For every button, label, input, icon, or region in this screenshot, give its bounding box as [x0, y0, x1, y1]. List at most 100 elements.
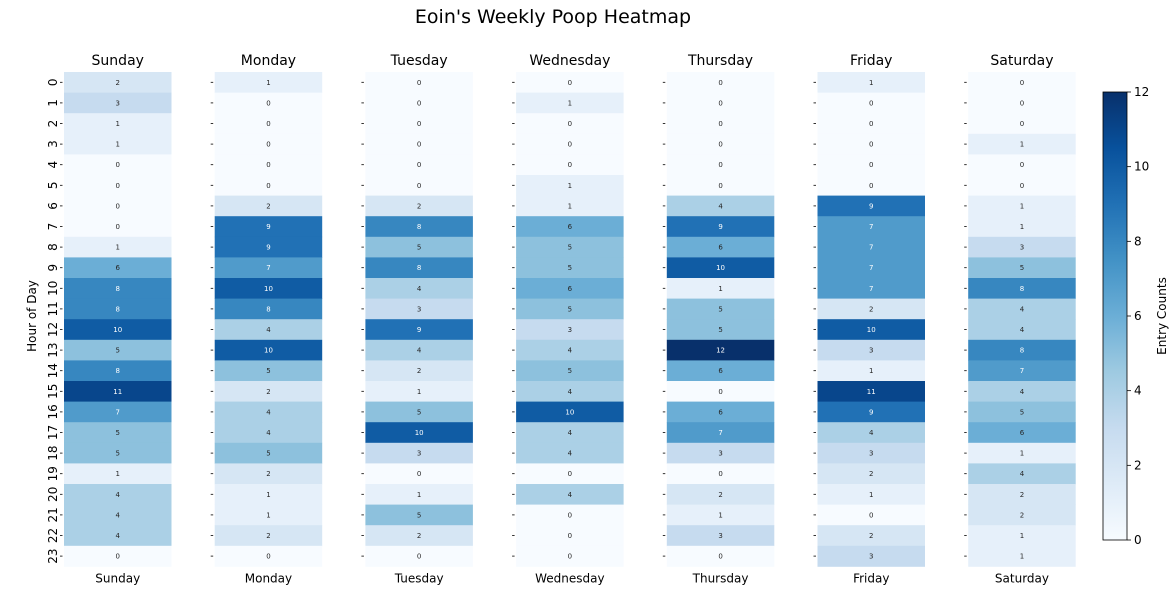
heatmap-cell: [516, 442, 624, 464]
heatmap-cell: [516, 463, 624, 485]
cell-value-label: 9: [266, 223, 270, 231]
heatmap-cell: [214, 92, 323, 114]
heatmap-cell: [365, 360, 473, 382]
heatmap-cell: [666, 216, 775, 238]
heatmap-cell: [365, 422, 473, 444]
heatmap-cell: [666, 154, 775, 176]
cell-value-label: 1: [417, 491, 421, 499]
cell-value-label: 10: [867, 326, 876, 334]
hour-tick-label: 12: [46, 322, 60, 337]
cell-value-label: 8: [116, 305, 120, 313]
heatmap-cell: [817, 175, 925, 196]
heatmap-cell: [817, 195, 925, 217]
heatmap-cell: [968, 442, 1076, 464]
day-title: Monday: [241, 53, 296, 69]
cell-value-label: 1: [266, 491, 270, 499]
heatmap-cell: [64, 133, 172, 155]
heatmap-cell: [365, 236, 473, 258]
heatmap-cell: [817, 278, 925, 299]
cell-value-label: 0: [718, 141, 722, 149]
cell-value-label: 3: [568, 326, 572, 334]
heatmap-cell: [365, 72, 473, 93]
heatmap-cell: [666, 278, 775, 299]
cell-value-label: 4: [1020, 326, 1025, 334]
cell-value-label: 4: [266, 326, 271, 334]
heatmap-cell: [516, 484, 624, 505]
cell-value-label: 0: [266, 120, 270, 128]
heatmap-cell: [817, 113, 925, 135]
cell-value-label: 0: [568, 161, 572, 169]
cell-value-label: 0: [1020, 120, 1024, 128]
cell-value-label: 10: [264, 347, 273, 355]
cell-value-label: 4: [116, 511, 121, 519]
cell-value-label: 5: [116, 429, 120, 437]
cell-value-label: 5: [1020, 408, 1024, 416]
heatmap-cell: [365, 257, 473, 279]
cell-value-label: 0: [116, 202, 120, 210]
heatmap-cell: [516, 216, 624, 238]
heatmap-cell: [968, 545, 1076, 567]
cell-value-label: 6: [1020, 429, 1025, 437]
colorbar: 0 2 4 6 8 10 12 Entry Counts: [1102, 85, 1169, 547]
cell-value-label: 2: [1020, 491, 1024, 499]
heatmap-cell: [365, 442, 473, 464]
cell-value-label: 2: [869, 305, 873, 313]
cell-value-label: 0: [266, 99, 270, 107]
colorbar-gradient: [1102, 91, 1128, 541]
heatmap-cell: [516, 360, 624, 382]
heatmap-cell: [214, 133, 323, 155]
heatmap-cell: [64, 381, 172, 402]
cell-value-label: 9: [417, 326, 421, 334]
heatmap-cell: [214, 195, 323, 217]
y-axis-label: Hour of Day: [25, 280, 39, 352]
heatmap-cell: [817, 257, 925, 279]
day-title: Tuesday: [390, 53, 448, 69]
heatmap-cell: [365, 401, 473, 423]
hour-tick-label: 4: [46, 161, 60, 169]
cell-value-label: 9: [869, 202, 873, 210]
cell-value-label: 5: [417, 244, 421, 252]
heatmap-cell: [666, 360, 775, 382]
cell-value-label: 10: [264, 285, 273, 293]
cell-value-label: 0: [568, 532, 572, 540]
cell-value-label: 0: [266, 141, 270, 149]
hour-tick-label: 11: [46, 301, 60, 316]
heatmap-cell: [64, 484, 172, 505]
heatmap-cell: [817, 504, 925, 526]
day-panels: Sunday23110000168810581175514440SundayMo…: [46, 53, 1076, 585]
cell-value-label: 0: [417, 141, 421, 149]
cell-value-label: 0: [1020, 182, 1024, 190]
heatmap-cell: [365, 92, 473, 114]
cell-value-label: 0: [718, 99, 722, 107]
heatmap-cell: [64, 339, 172, 361]
cell-value-label: 10: [113, 326, 122, 334]
cell-value-label: 1: [1020, 141, 1024, 149]
cell-value-label: 1: [869, 79, 873, 87]
heatmap-cell: [817, 422, 925, 444]
heatmap-cell: [968, 154, 1076, 176]
hour-tick-label: 20: [46, 487, 60, 502]
hour-tick-label: 19: [46, 466, 60, 481]
cell-value-label: 6: [568, 285, 573, 293]
heatmap-cell: [214, 175, 323, 196]
heatmap-cell: [968, 72, 1076, 93]
cell-value-label: 4: [568, 429, 573, 437]
heatmap-cell: [968, 175, 1076, 196]
cell-value-label: 1: [116, 120, 120, 128]
cell-value-label: 1: [869, 491, 873, 499]
cell-value-label: 2: [417, 532, 421, 540]
cell-value-label: 5: [116, 450, 120, 458]
cell-value-label: 10: [716, 264, 725, 272]
heatmap-cell: [214, 442, 323, 464]
heatmap-cell: [64, 175, 172, 196]
cell-value-label: 0: [568, 79, 572, 87]
heatmap-cell: [817, 463, 925, 485]
hour-tick-label: 8: [46, 243, 60, 251]
heatmap-cell: [365, 278, 473, 299]
heatmap-cell: [365, 298, 473, 320]
cell-value-label: 0: [568, 511, 572, 519]
heatmap-cell: [817, 236, 925, 258]
cell-value-label: 1: [266, 79, 270, 87]
